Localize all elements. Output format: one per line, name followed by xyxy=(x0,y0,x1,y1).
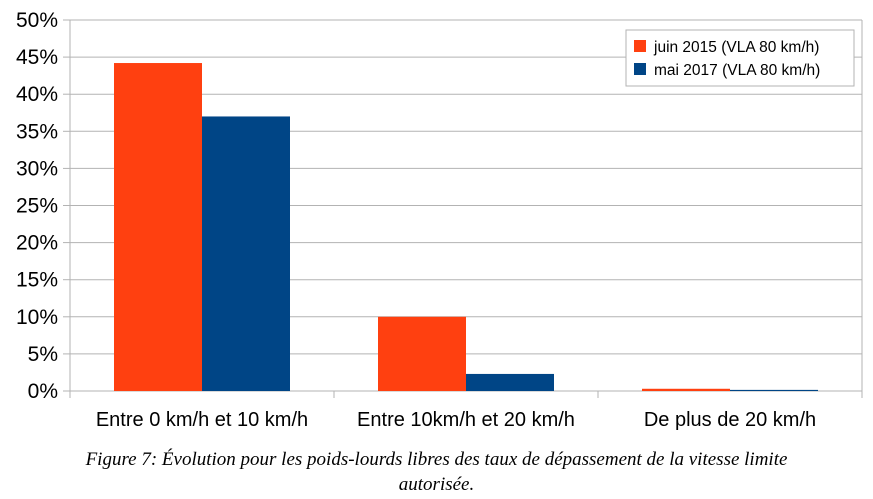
y-tick-label: 15% xyxy=(16,269,58,292)
x-category-label: De plus de 20 km/h xyxy=(644,409,816,431)
x-category-label: Entre 0 km/h et 10 km/h xyxy=(96,409,308,431)
caption-line-2: autorisée. xyxy=(398,474,475,495)
y-tick-label: 25% xyxy=(16,195,58,218)
y-tick-label: 20% xyxy=(16,232,58,255)
y-tick-label: 0% xyxy=(28,380,58,403)
y-tick-label: 50% xyxy=(16,9,58,32)
chart-svg: 0% 5% 10% 15% 20% 25% 30% 35% 40% 45% 50% Entre 0 k… xyxy=(16,9,863,431)
bar-series-1 xyxy=(378,316,466,391)
legend-box xyxy=(625,29,855,87)
caption-line-1: Figure 7: Évolution pour les poids-lourd… xyxy=(85,449,788,470)
y-tick-label: 10% xyxy=(16,306,58,329)
legend-swatch xyxy=(634,63,646,75)
y-tick-label: 35% xyxy=(16,120,58,143)
bar-series-1 xyxy=(642,388,730,391)
legend-label: mai 2017 (VLA 80 km/h) xyxy=(654,62,820,79)
bar-chart: 0% 5% 10% 15% 20% 25% 30% 35% 40% 45% 50% Entre 0 k… xyxy=(16,9,863,431)
bar-series-2 xyxy=(202,116,290,392)
x-category-label: Entre 10km/h et 20 km/h xyxy=(357,409,575,431)
bar-series-2 xyxy=(466,373,554,391)
y-tick-label: 40% xyxy=(16,83,58,106)
legend-swatch xyxy=(634,40,646,52)
figure-caption: Figure 7: Évolution pour les poids-lourd… xyxy=(0,447,873,497)
legend-label: juin 2015 (VLA 80 km/h) xyxy=(653,39,819,56)
bar-series-2 xyxy=(730,389,818,391)
y-tick-label: 30% xyxy=(16,157,58,180)
y-tick-label: 45% xyxy=(16,46,58,69)
y-tick-label: 5% xyxy=(28,343,58,366)
bar-series-1 xyxy=(114,63,202,391)
